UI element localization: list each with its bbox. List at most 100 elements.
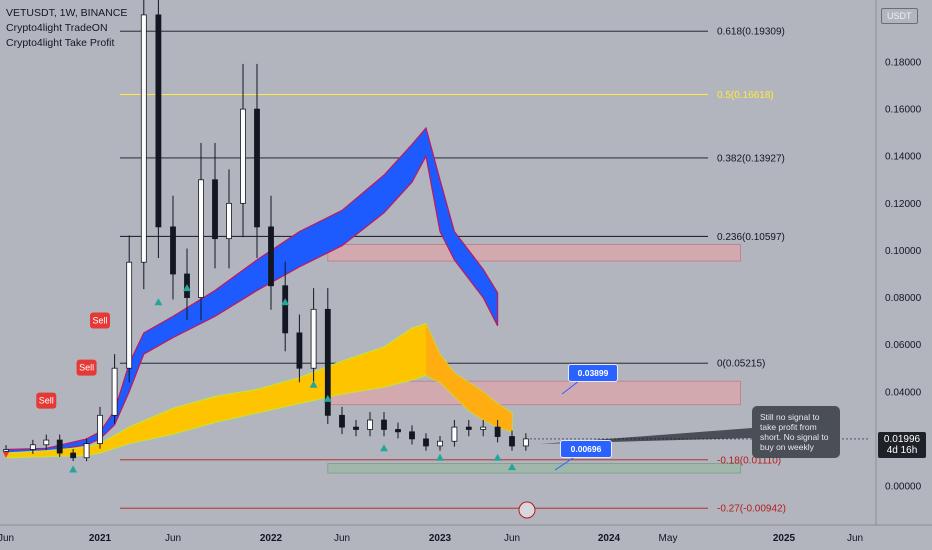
price-tick-label: 0.14000 <box>885 152 922 163</box>
time-tick-label: Jun <box>847 533 863 544</box>
buy-signal-marker <box>69 465 78 473</box>
price-tick-label: 0.04000 <box>885 387 922 398</box>
candle-body <box>282 285 289 334</box>
price-tick-label: 0.16000 <box>885 105 922 116</box>
sell-signal-marker <box>36 392 57 409</box>
note-callout[interactable]: Still no signal to take profit from shor… <box>752 406 840 458</box>
candle-body <box>324 308 331 416</box>
candle-body <box>170 226 176 275</box>
price-tag-lower[interactable]: 0.00696 <box>560 440 612 458</box>
candles <box>3 0 529 462</box>
time-tick-label: Jun <box>504 533 520 544</box>
candle-body <box>423 438 429 447</box>
candle-body <box>296 332 303 369</box>
time-tick-label: Jun <box>0 533 14 544</box>
buy-signal-marker <box>493 453 502 461</box>
candle-body <box>83 443 90 459</box>
candle-body <box>140 14 147 263</box>
candle-body <box>409 431 415 440</box>
buy-signal-marker <box>508 463 516 471</box>
candle-body <box>339 414 345 428</box>
sell-signal-label: Sell <box>79 363 94 373</box>
buy-signal-marker <box>323 394 332 402</box>
candle-body <box>56 439 63 454</box>
sell-signal-label: Sell <box>39 396 54 406</box>
fib-label: 0.236(0.10597) <box>717 232 785 243</box>
price-tick-label: 0.10000 <box>885 246 922 257</box>
signal-markers: Sell Sell Sell <box>36 284 516 473</box>
candle-body <box>212 179 218 240</box>
candle-countdown: 4d 16h <box>886 445 918 456</box>
fib-label: -0.27(-0.00942) <box>717 504 786 515</box>
candle-body <box>3 449 9 452</box>
fib-label: -0.18(0.01110) <box>717 455 781 466</box>
legend-symbol[interactable]: VETUSDT, 1W, BINANCE <box>6 7 128 19</box>
time-tick-label: 2022 <box>260 533 283 544</box>
time-tick-label: May <box>659 533 678 544</box>
buy-signal-marker <box>436 453 444 461</box>
candle-body <box>451 426 458 442</box>
candle-body <box>494 426 501 437</box>
currency-label[interactable]: USDT <box>881 8 918 24</box>
buy-signal-marker <box>281 298 290 306</box>
candle-body <box>353 426 359 430</box>
current-price-value: 0.01996 <box>883 434 921 445</box>
candle-body <box>480 426 487 430</box>
fib-label: 0.618(0.19309) <box>717 27 785 38</box>
time-tick-label: 2024 <box>598 533 621 544</box>
fib-label: 0(0.05215) <box>717 359 765 370</box>
price-tick-label: 0.06000 <box>885 340 922 351</box>
fib-label: 0.382(0.13927) <box>717 153 785 164</box>
candle-body <box>226 202 232 240</box>
candle-body <box>310 308 317 369</box>
candle-body <box>522 438 529 447</box>
candle-body <box>437 440 443 447</box>
chart-legend: VETUSDT, 1W, BINANCE Crypto4light TradeO… <box>6 6 127 51</box>
candle-body <box>240 108 246 204</box>
price-tick-label: 0.08000 <box>885 293 922 304</box>
price-tick-label: 0.18000 <box>885 58 922 69</box>
candle-body <box>198 179 204 298</box>
candle-body <box>97 414 103 445</box>
buy-signal-marker <box>183 284 191 292</box>
buy-signal-marker <box>309 380 318 388</box>
candle-body <box>381 419 387 430</box>
resistance-zone <box>327 244 741 262</box>
zones <box>327 244 741 474</box>
price-tag-upper[interactable]: 0.03899 <box>568 364 618 382</box>
time-tick-label: Jun <box>165 533 181 544</box>
alert-bolt-icon <box>518 501 536 519</box>
candle-body <box>70 452 77 459</box>
candle-body <box>29 444 36 450</box>
fib-label: 0.5(0.16618) <box>717 90 774 101</box>
candle-body <box>126 261 133 369</box>
buy-signal-marker <box>154 298 163 306</box>
time-tick-label: 2023 <box>429 533 452 544</box>
candle-body <box>509 436 515 447</box>
candle-body <box>43 439 50 446</box>
legend-indicator-tradeon[interactable]: Crypto4light TradeON <box>6 22 108 34</box>
candle-body <box>155 14 162 228</box>
candle-body <box>254 108 260 228</box>
candle-body <box>395 429 401 433</box>
support-zone <box>327 463 741 474</box>
candle-body <box>367 419 373 430</box>
time-axis: Jun 2021 Jun 2022 Jun 2023 Jun 2024 May 2025 Jun <box>0 524 932 544</box>
candle-body <box>465 426 472 430</box>
orange-band <box>426 323 512 432</box>
early-sell-arrow <box>3 452 9 458</box>
sell-signal-marker <box>90 312 110 329</box>
candle-body <box>111 367 118 416</box>
time-tick-label: 2025 <box>773 533 796 544</box>
legend-indicator-take-profit[interactable]: Crypto4light Take Profit <box>6 37 115 49</box>
price-tick-label: 0.00000 <box>885 482 922 493</box>
sell-signal-marker <box>76 359 97 376</box>
buy-signal-marker <box>380 444 388 452</box>
time-tick-label: Jun <box>334 533 350 544</box>
current-price-box: 0.01996 4d 16h <box>878 432 926 458</box>
sell-signal-label: Sell <box>92 316 107 326</box>
price-tick-label: 0.12000 <box>885 199 922 210</box>
candle-body <box>268 226 274 287</box>
